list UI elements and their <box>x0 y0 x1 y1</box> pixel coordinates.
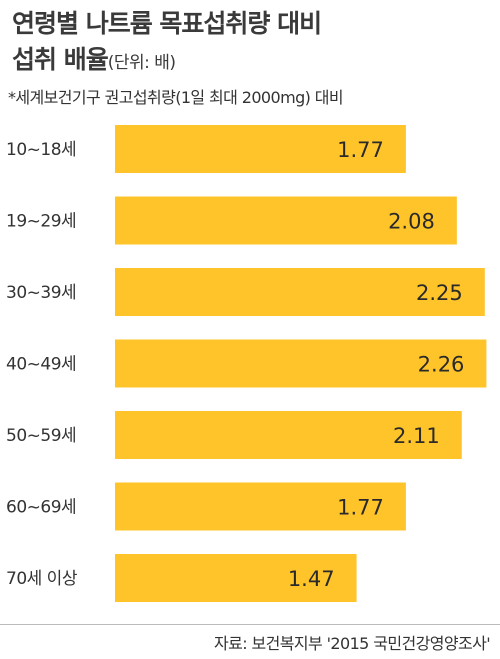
value-label-2: 2.25 <box>416 281 463 305</box>
category-label-3: 40~49세 <box>6 355 76 375</box>
bar-3 <box>115 339 487 388</box>
unit-label: (단위: 배) <box>107 53 176 73</box>
chart-title-line1: 연령별 나트륨 목표섭취량 대비 <box>12 9 322 38</box>
bar-1 <box>115 196 457 245</box>
value-label-1: 2.08 <box>388 210 435 234</box>
category-label-0: 10~18세 <box>6 140 76 160</box>
value-label-0: 1.77 <box>337 138 384 162</box>
category-label-5: 60~69세 <box>6 498 76 518</box>
footer-divider <box>0 624 500 625</box>
chart-note: *세계보건기구 권고섭취량(1일 최대 2000mg) 대비 <box>8 88 344 107</box>
bar-0 <box>115 125 406 173</box>
value-label-5: 1.77 <box>337 496 384 520</box>
bar-2 <box>115 268 485 316</box>
bar-6 <box>115 554 357 602</box>
category-label-4: 50~59세 <box>6 426 76 446</box>
chart-title-main: 섭취 배율 <box>12 45 109 74</box>
category-label-1: 19~29세 <box>6 212 76 232</box>
bar-4 <box>115 411 462 459</box>
bar-5 <box>115 482 406 531</box>
category-label-2: 30~39세 <box>6 283 76 303</box>
category-label-6: 70세 이상 <box>6 569 78 589</box>
source-note: 자료: 보건복지부 '2015 국민건강영양조사' <box>214 634 491 653</box>
value-label-4: 2.11 <box>393 424 440 448</box>
chart-title-line2: 섭취 배율(단위: 배) <box>12 40 176 76</box>
value-label-3: 2.26 <box>418 353 465 377</box>
value-label-6: 1.47 <box>288 567 335 591</box>
